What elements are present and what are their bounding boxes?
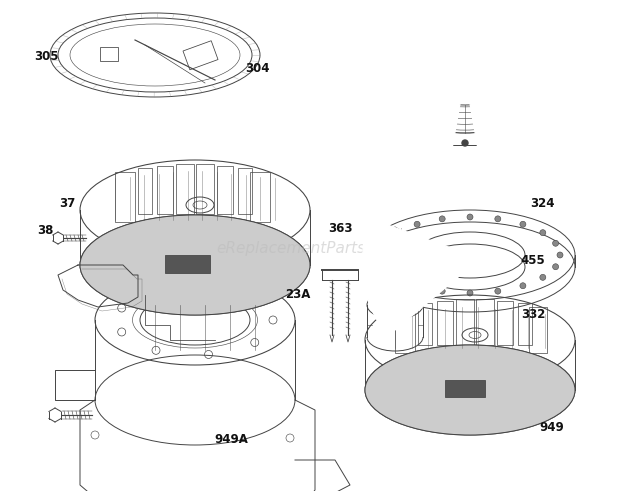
Circle shape	[377, 252, 383, 258]
Text: 455: 455	[521, 254, 546, 267]
Text: 332: 332	[521, 308, 545, 321]
Text: 304: 304	[245, 62, 270, 75]
Circle shape	[495, 216, 501, 222]
Circle shape	[540, 230, 546, 236]
Circle shape	[552, 264, 559, 270]
Circle shape	[552, 240, 559, 246]
Bar	[115, 172, 135, 222]
Circle shape	[394, 274, 400, 280]
Text: 949: 949	[539, 421, 564, 434]
Bar	[445, 380, 485, 397]
Bar	[183, 41, 218, 70]
Bar	[165, 255, 210, 273]
Circle shape	[520, 221, 526, 227]
Ellipse shape	[80, 215, 310, 315]
Bar	[476, 299, 494, 345]
Circle shape	[462, 140, 468, 146]
Bar	[138, 168, 152, 214]
Bar	[529, 307, 547, 353]
Bar	[217, 166, 233, 214]
Bar	[391, 291, 399, 296]
Circle shape	[540, 274, 546, 280]
Circle shape	[495, 288, 501, 294]
Text: 38: 38	[37, 224, 53, 237]
Circle shape	[439, 288, 445, 294]
Wedge shape	[363, 218, 470, 324]
Circle shape	[394, 230, 400, 236]
Bar	[238, 168, 252, 214]
Wedge shape	[368, 0, 562, 170]
Text: 23: 23	[527, 82, 543, 95]
Bar	[250, 172, 270, 222]
Circle shape	[414, 283, 420, 289]
Bar	[196, 164, 214, 214]
Text: 949A: 949A	[214, 433, 248, 446]
Bar	[456, 299, 474, 345]
Text: 37: 37	[59, 197, 75, 210]
Circle shape	[520, 283, 526, 289]
Text: 23A: 23A	[285, 288, 311, 301]
Text: 324: 324	[530, 197, 555, 210]
Text: 363: 363	[329, 222, 353, 235]
Circle shape	[414, 221, 420, 227]
Circle shape	[381, 240, 388, 246]
Bar	[395, 307, 415, 353]
Wedge shape	[363, 230, 470, 336]
Bar	[497, 301, 513, 345]
Circle shape	[439, 216, 445, 222]
Bar	[389, 299, 401, 311]
Bar	[100, 47, 118, 61]
Text: eReplacementParts.com: eReplacementParts.com	[216, 241, 404, 255]
Bar	[518, 303, 532, 345]
Circle shape	[467, 214, 473, 220]
Ellipse shape	[365, 345, 575, 435]
Text: 305: 305	[34, 50, 59, 63]
Bar	[176, 164, 194, 214]
Bar	[418, 303, 432, 345]
Circle shape	[467, 290, 473, 296]
Circle shape	[557, 252, 563, 258]
Bar	[437, 301, 453, 345]
Circle shape	[381, 264, 388, 270]
Bar	[157, 166, 173, 214]
